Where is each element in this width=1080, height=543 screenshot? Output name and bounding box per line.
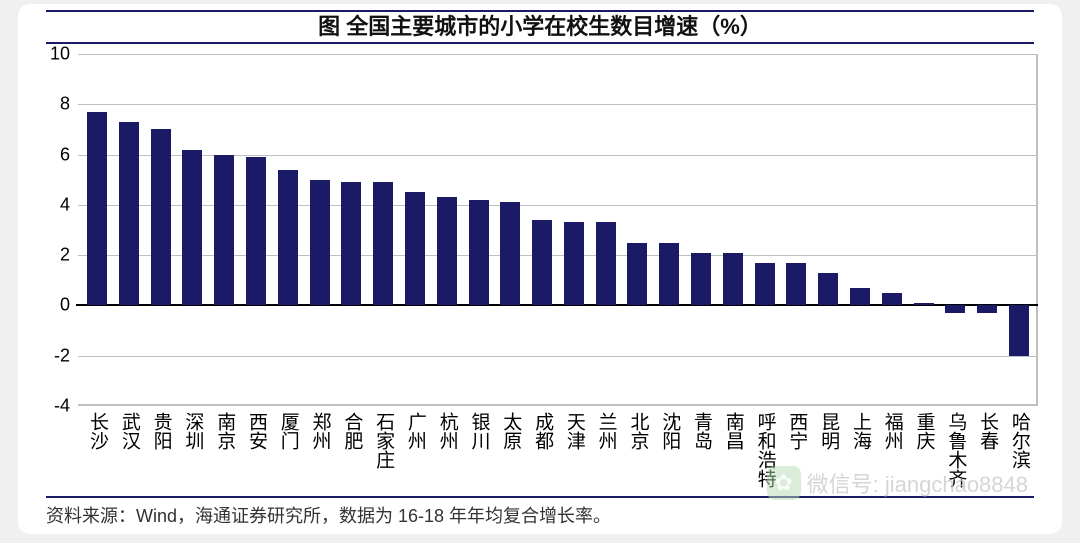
- bar: [627, 243, 647, 306]
- x-tick-label: 银川: [469, 412, 489, 450]
- x-tick-label: 深圳: [182, 412, 202, 450]
- y-tick-label: 8: [60, 94, 70, 115]
- x-tick-label: 沈阳: [659, 412, 679, 450]
- bar: [437, 197, 457, 305]
- watermark-text: 微信号: jiangchao8848: [807, 467, 1028, 499]
- x-tick-label: 合肥: [341, 412, 361, 450]
- x-tick-label: 兰州: [596, 412, 616, 450]
- bar: [850, 288, 870, 306]
- watermark: ✿ 微信号: jiangchao8848: [767, 466, 1028, 500]
- x-tick-label: 贵阳: [151, 412, 171, 450]
- bar: [755, 263, 775, 306]
- y-tick-label: 10: [50, 44, 70, 65]
- source-text: 资料来源：Wind，海通证券研究所，数据为 16-18 年年均复合增长率。: [46, 506, 611, 526]
- bar: [945, 305, 965, 313]
- bar: [182, 150, 202, 306]
- gridline: [78, 104, 1036, 105]
- x-tick-label: 太原: [500, 412, 520, 450]
- wechat-icon: ✿: [767, 466, 801, 500]
- source-row: 资料来源：Wind，海通证券研究所，数据为 16-18 年年均复合增长率。: [46, 496, 1034, 528]
- bar: [818, 273, 838, 306]
- x-tick-label: 青岛: [691, 412, 711, 450]
- bar: [310, 180, 330, 306]
- bar: [278, 170, 298, 306]
- chart-card: 图 全国主要城市的小学在校生数目增速（%） -4-20246810 长沙武汉贵阳…: [18, 4, 1062, 534]
- x-tick-label: 上海: [850, 412, 870, 450]
- gridline: [78, 356, 1036, 357]
- y-tick-label: 4: [60, 194, 70, 215]
- x-tick-label: 广州: [405, 412, 425, 450]
- x-tick-label: 昆明: [818, 412, 838, 450]
- x-tick-label: 石家庄: [373, 412, 393, 469]
- bar: [659, 243, 679, 306]
- x-tick-label: 郑州: [310, 412, 330, 450]
- bar: [405, 192, 425, 305]
- bar: [500, 202, 520, 305]
- y-tick-label: 0: [60, 295, 70, 316]
- bar: [151, 129, 171, 305]
- bar: [87, 112, 107, 306]
- bar: [691, 253, 711, 306]
- plot-area: -4-20246810: [78, 54, 1038, 406]
- gridline: [78, 54, 1036, 55]
- bar: [882, 293, 902, 306]
- bar: [532, 220, 552, 305]
- bar: [214, 155, 234, 306]
- bar: [373, 182, 393, 305]
- bar: [564, 222, 584, 305]
- x-tick-label: 西安: [246, 412, 266, 450]
- bar: [914, 303, 934, 306]
- x-tick-label: 厦门: [278, 412, 298, 450]
- y-tick-label: -4: [54, 396, 70, 417]
- y-tick-label: -2: [54, 345, 70, 366]
- chart-title: 图 全国主要城市的小学在校生数目增速（%）: [318, 14, 762, 39]
- x-tick-label: 长沙: [87, 412, 107, 450]
- x-tick-label: 南京: [214, 412, 234, 450]
- bar: [469, 200, 489, 306]
- y-tick-label: 6: [60, 144, 70, 165]
- x-tick-label: 西宁: [786, 412, 806, 450]
- x-tick-label: 成都: [532, 412, 552, 450]
- x-tick-label: 杭州: [437, 412, 457, 450]
- bar: [723, 253, 743, 306]
- bar: [977, 305, 997, 313]
- bar: [786, 263, 806, 306]
- x-tick-label: 天津: [564, 412, 584, 450]
- x-tick-label: 北京: [628, 412, 648, 450]
- bar: [119, 122, 139, 306]
- x-tick-label: 武汉: [119, 412, 139, 450]
- bar: [341, 182, 361, 305]
- x-tick-label: 哈尔滨: [1009, 412, 1029, 469]
- x-tick-label: 福州: [882, 412, 902, 450]
- bar: [1009, 305, 1029, 355]
- bar: [246, 157, 266, 305]
- bar: [596, 222, 616, 305]
- x-tick-label: 南昌: [723, 412, 743, 450]
- x-tick-label: 重庆: [914, 412, 934, 450]
- title-bar: 图 全国主要城市的小学在校生数目增速（%）: [46, 10, 1034, 44]
- y-tick-label: 2: [60, 245, 70, 266]
- x-tick-label: 长春: [977, 412, 997, 450]
